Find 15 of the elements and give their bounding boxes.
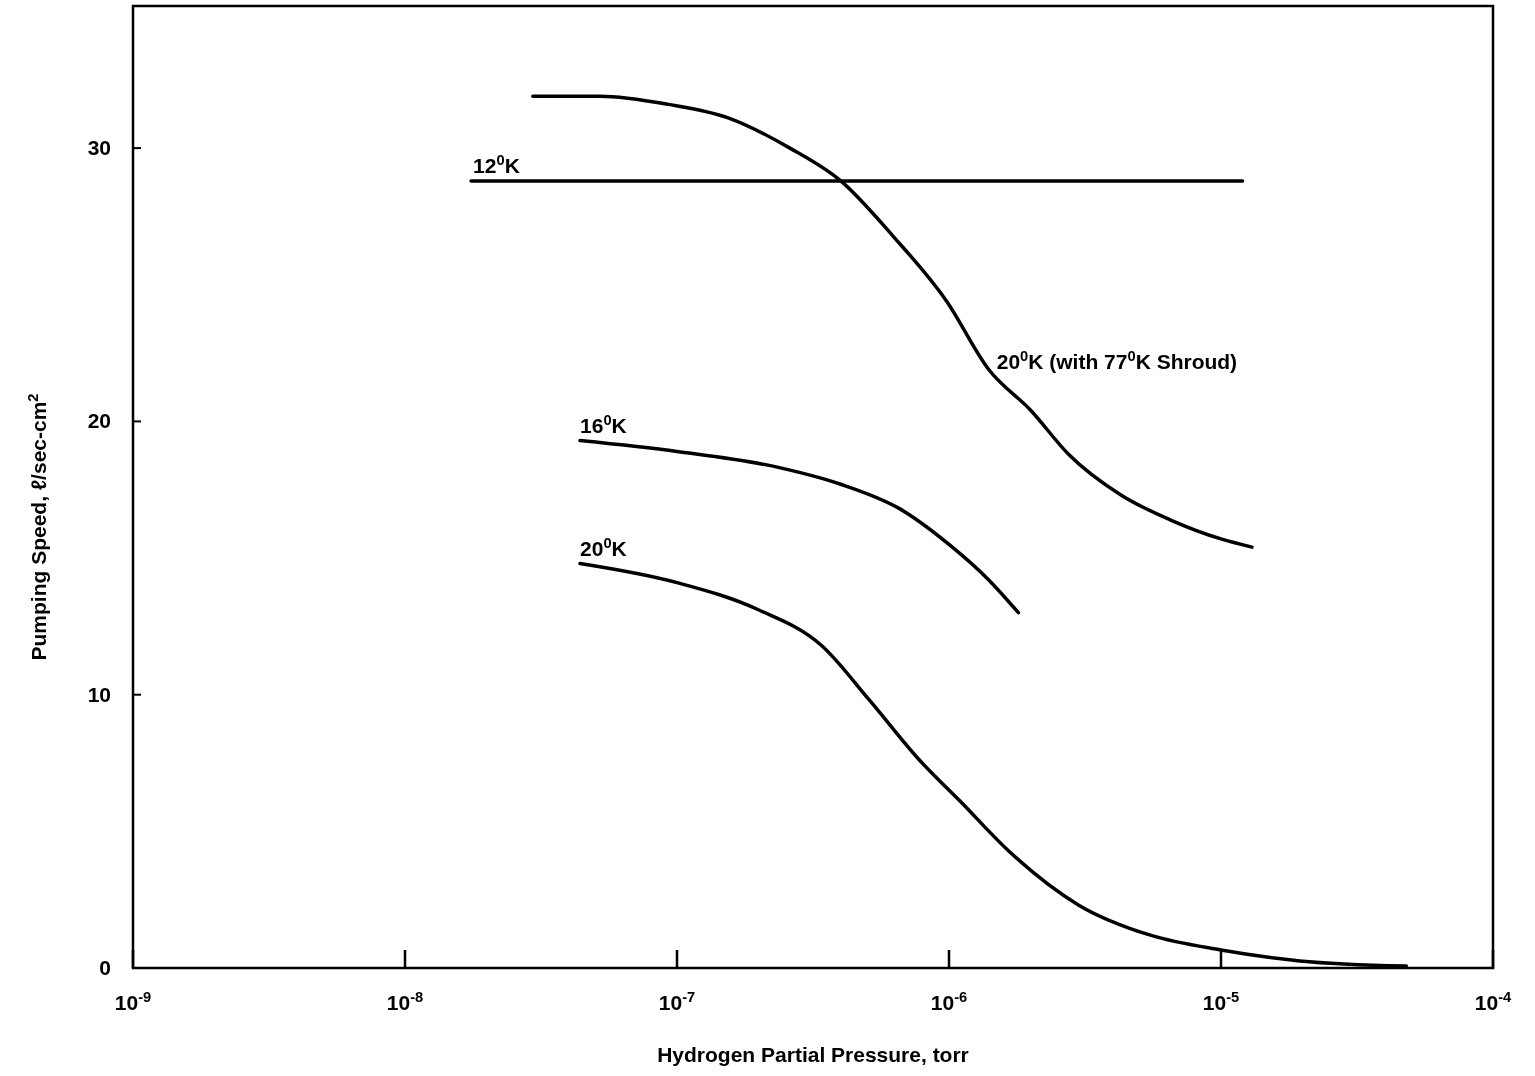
series-label: 20$^{0}$K	[580, 534, 627, 560]
y-tick-label: 20	[87, 409, 111, 433]
x-axis-title: Hydrogen Partial Pressure, torr	[657, 1043, 969, 1066]
y-tick-label: 0	[99, 956, 111, 979]
series-label: 16$^{0}$K	[580, 411, 627, 437]
x-tick-label: 10$^{-7}$	[658, 989, 696, 1014]
x-tick-label: 10$^{-9}$	[114, 989, 152, 1014]
y-tick-label: 10	[87, 682, 111, 706]
x-tick-label: 10$^{-5}$	[1202, 989, 1240, 1014]
x-tick-label: 10$^{-6}$	[930, 989, 968, 1014]
series-label: 20$^{0}$K (with 77$^{0}$K Shroud)	[996, 348, 1238, 374]
x-tick-label: 10$^{-4}$	[1474, 989, 1513, 1014]
y-tick-label: 30	[87, 136, 111, 160]
x-tick-label: 10$^{-8}$	[386, 989, 424, 1014]
series-label: 12$^{0}$K	[473, 151, 520, 177]
